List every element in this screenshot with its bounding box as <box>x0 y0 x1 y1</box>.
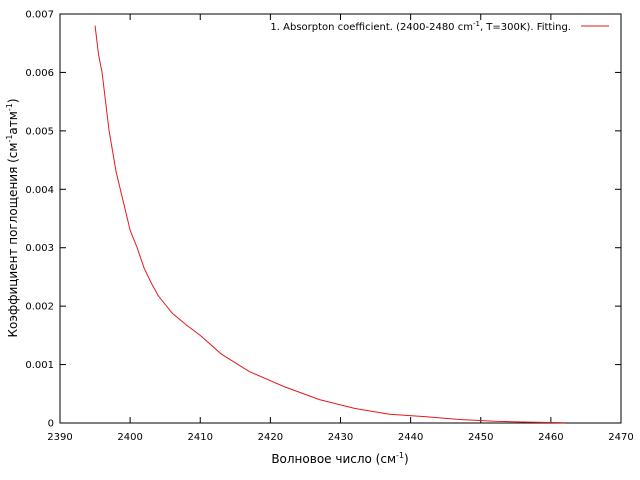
y-tick-label: 0.006 <box>25 68 54 79</box>
x-tick-label: 2390 <box>47 432 72 443</box>
x-tick-label: 2460 <box>538 432 563 443</box>
x-tick-label: 2420 <box>258 432 283 443</box>
legend: 1. Absorpton coefficient. (2400-2480 cm-… <box>270 20 609 33</box>
x-tick-label: 2400 <box>117 432 142 443</box>
y-tick-label: 0.005 <box>25 126 54 137</box>
series-layer <box>94 25 565 424</box>
x-tick-label: 2470 <box>608 432 633 443</box>
legend-label: 1. Absorpton coefficient. (2400-2480 cm-… <box>270 20 571 33</box>
y-axis-title: Коэффициент поглощения (см-1атм-1) <box>5 98 20 337</box>
x-tick-label: 2410 <box>188 432 213 443</box>
y-tick-label: 0 <box>48 419 54 430</box>
x-tick-label: 2430 <box>328 432 353 443</box>
y-tick-label: 0.002 <box>25 302 54 313</box>
x-tick-label: 2440 <box>398 432 423 443</box>
y-tick-label: 0.001 <box>25 360 54 371</box>
y-tick-label: 0.003 <box>25 243 54 254</box>
x-axis: 2390 2400 2410 2420 2430 2440 2450 2460 2470 <box>47 14 634 443</box>
y-axis: 0 0.001 0.002 0.003 0.004 0.005 0.006 0.007 <box>25 10 621 430</box>
x-tick-label: 2450 <box>468 432 493 443</box>
y-tick-label: 0.004 <box>25 185 54 196</box>
x-axis-title: Волновое число (см-1) <box>271 451 408 466</box>
plot-area-frame <box>59 13 622 424</box>
y-tick-label: 0.007 <box>25 10 54 21</box>
series-line <box>94 25 565 424</box>
